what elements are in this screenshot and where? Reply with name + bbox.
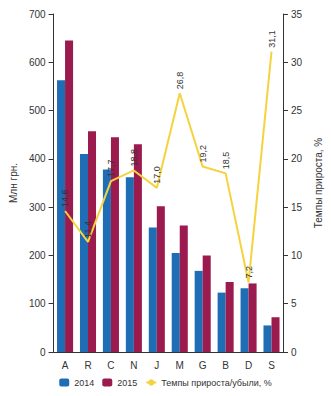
- svg-text:B: B: [222, 360, 229, 371]
- svg-text:J: J: [154, 360, 159, 371]
- svg-text:Темпы прироста, %: Темпы прироста, %: [313, 138, 324, 229]
- svg-text:N: N: [130, 360, 137, 371]
- svg-text:14,6: 14,6: [60, 189, 70, 207]
- svg-text:500: 500: [29, 105, 46, 116]
- svg-text:R: R: [84, 360, 91, 371]
- svg-text:0: 0: [40, 347, 46, 358]
- svg-text:C: C: [107, 360, 114, 371]
- svg-text:600: 600: [29, 57, 46, 68]
- svg-text:17,0: 17,0: [152, 166, 162, 184]
- svg-text:11,4: 11,4: [83, 221, 93, 238]
- svg-text:17,7: 17,7: [106, 160, 116, 178]
- svg-text:100: 100: [29, 298, 46, 309]
- svg-text:2014: 2014: [74, 378, 94, 388]
- svg-text:D: D: [245, 360, 252, 371]
- svg-text:Темпы прироста/убыли, %: Темпы прироста/убыли, %: [161, 378, 271, 388]
- svg-text:30: 30: [291, 57, 303, 68]
- svg-text:19,2: 19,2: [198, 145, 208, 163]
- svg-text:300: 300: [29, 202, 46, 213]
- svg-text:18,5: 18,5: [221, 152, 231, 170]
- svg-text:0: 0: [291, 347, 297, 358]
- svg-text:M: M: [176, 360, 184, 371]
- svg-text:700: 700: [29, 9, 46, 20]
- svg-text:A: A: [62, 360, 69, 371]
- svg-text:15: 15: [291, 202, 303, 213]
- svg-text:26,8: 26,8: [175, 72, 185, 90]
- svg-text:400: 400: [29, 153, 46, 164]
- svg-text:20: 20: [291, 153, 303, 164]
- svg-text:200: 200: [29, 250, 46, 261]
- svg-text:S: S: [268, 360, 275, 371]
- svg-text:2015: 2015: [117, 378, 137, 388]
- svg-text:18,8: 18,8: [129, 149, 139, 167]
- svg-text:Млн грн.: Млн грн.: [8, 163, 19, 203]
- svg-text:5: 5: [291, 298, 297, 309]
- svg-text:31,1: 31,1: [267, 30, 277, 48]
- svg-text:G: G: [199, 360, 207, 371]
- svg-text:10: 10: [291, 250, 303, 261]
- svg-text:25: 25: [291, 105, 303, 116]
- svg-text:7,2: 7,2: [244, 266, 254, 279]
- svg-text:35: 35: [291, 9, 303, 20]
